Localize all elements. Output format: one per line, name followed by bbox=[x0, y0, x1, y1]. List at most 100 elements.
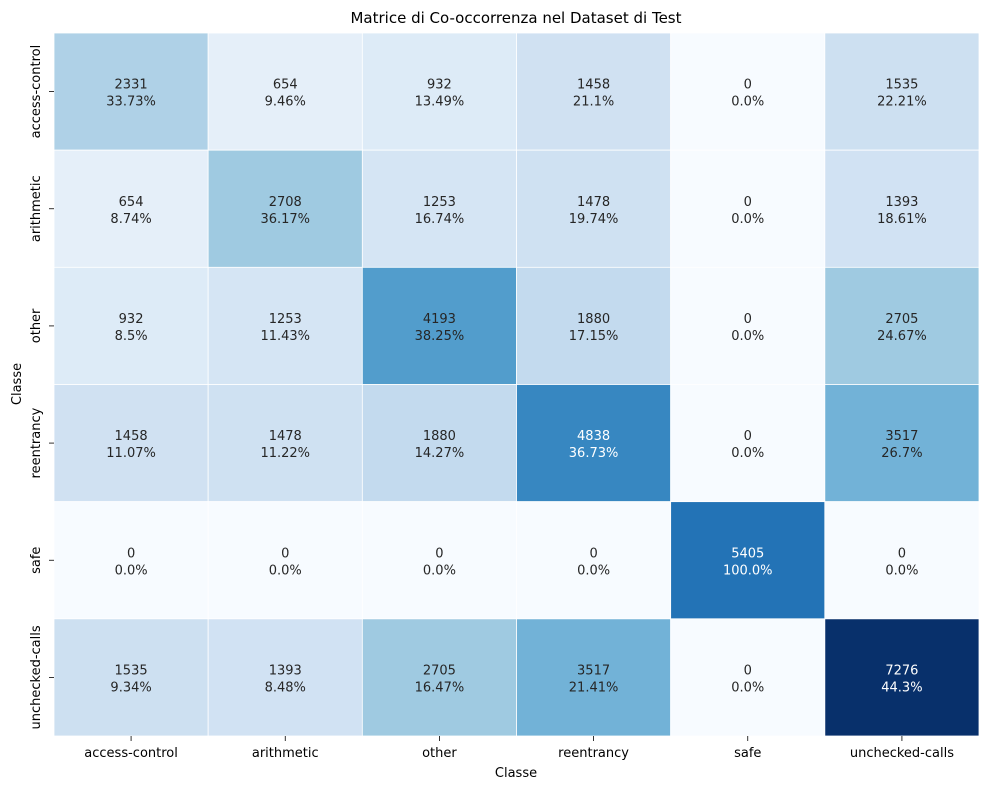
heatmap-cell bbox=[207, 149, 363, 268]
cell-value-label: 654 bbox=[119, 195, 144, 210]
heatmap-cell bbox=[207, 618, 363, 737]
cell-percent-label: 11.22% bbox=[260, 446, 310, 461]
cell-value-label: 3517 bbox=[577, 663, 610, 678]
cell-value-label: 1880 bbox=[577, 312, 610, 327]
y-axis-label: Classe bbox=[10, 363, 25, 405]
heatmap-cell bbox=[824, 501, 980, 620]
cell-percent-label: 0.0% bbox=[731, 446, 764, 461]
cell-percent-label: 44.3% bbox=[881, 680, 922, 695]
cell-percent-label: 0.0% bbox=[731, 680, 764, 695]
x-tick-label: safe bbox=[734, 746, 761, 761]
heatmap-cell bbox=[207, 501, 363, 620]
cell-value-label: 1478 bbox=[269, 429, 302, 444]
cell-percent-label: 19.74% bbox=[569, 212, 619, 227]
heatmap-cell bbox=[361, 149, 517, 268]
y-tick-label: safe bbox=[29, 547, 44, 574]
cell-value-label: 1478 bbox=[577, 195, 610, 210]
heatmap-cell bbox=[824, 384, 980, 503]
cell-percent-label: 14.27% bbox=[415, 446, 465, 461]
cell-value-label: 1535 bbox=[115, 663, 148, 678]
cell-value-label: 0 bbox=[744, 429, 752, 444]
y-axis-ticks: access-control arithmetic other reentrancy s… bbox=[29, 45, 54, 729]
cell-value-label: 0 bbox=[744, 78, 752, 93]
cell-percent-label: 38.25% bbox=[415, 329, 465, 344]
y-tick-label: other bbox=[29, 308, 44, 343]
heatmap-cell bbox=[516, 501, 672, 620]
heatmap-cell bbox=[824, 149, 980, 268]
cell-value-label: 0 bbox=[127, 546, 135, 561]
heatmap-cell bbox=[53, 501, 209, 620]
heatmap-cell bbox=[670, 32, 826, 151]
heatmap-cell bbox=[516, 32, 672, 151]
heatmap-cell bbox=[361, 618, 517, 737]
cell-percent-label: 16.74% bbox=[415, 212, 465, 227]
y-tick-label: reentrancy bbox=[29, 407, 44, 478]
heatmap-cell bbox=[670, 266, 826, 385]
x-tick-label: other bbox=[422, 746, 457, 761]
cell-percent-label: 0.0% bbox=[269, 563, 302, 578]
y-tick-label: access-control bbox=[29, 45, 44, 139]
x-tick-label: unchecked-calls bbox=[850, 746, 954, 761]
cell-percent-label: 21.41% bbox=[569, 680, 619, 695]
chart-title: Matrice di Co-occorrenza nel Dataset di … bbox=[350, 9, 681, 27]
heatmap-cell bbox=[824, 618, 980, 737]
cell-percent-label: 11.07% bbox=[106, 446, 156, 461]
heatmap-cells: 2331 33.73% 654 9.46% 932 13.49% 1458 21.1% 0 0.0… bbox=[53, 32, 980, 737]
cell-value-label: 1393 bbox=[269, 663, 302, 678]
heatmap-cell bbox=[53, 384, 209, 503]
cell-value-label: 0 bbox=[281, 546, 289, 561]
cell-value-label: 2705 bbox=[423, 663, 456, 678]
cell-value-label: 2708 bbox=[269, 195, 302, 210]
heatmap-cell bbox=[516, 384, 672, 503]
heatmap-cell bbox=[53, 266, 209, 385]
cell-percent-label: 0.0% bbox=[731, 212, 764, 227]
cell-value-label: 7276 bbox=[885, 663, 918, 678]
cell-percent-label: 0.0% bbox=[115, 563, 148, 578]
cell-value-label: 1535 bbox=[885, 78, 918, 93]
heatmap-cell bbox=[516, 618, 672, 737]
cell-value-label: 5405 bbox=[731, 546, 764, 561]
heatmap-cell bbox=[207, 384, 363, 503]
cell-value-label: 0 bbox=[744, 312, 752, 327]
heatmap-cell bbox=[516, 266, 672, 385]
cell-percent-label: 36.17% bbox=[260, 212, 310, 227]
y-tick-label: arithmetic bbox=[29, 175, 44, 242]
cell-percent-label: 9.34% bbox=[110, 680, 151, 695]
x-tick-label: access-control bbox=[84, 746, 178, 761]
x-axis-ticks: access-control arithmetic other reentrancy s… bbox=[84, 736, 954, 761]
cell-percent-label: 36.73% bbox=[569, 446, 619, 461]
cell-value-label: 1253 bbox=[269, 312, 302, 327]
cell-percent-label: 18.61% bbox=[877, 212, 927, 227]
cell-value-label: 0 bbox=[898, 546, 906, 561]
cell-value-label: 932 bbox=[427, 78, 452, 93]
cell-value-label: 1253 bbox=[423, 195, 456, 210]
cell-percent-label: 24.67% bbox=[877, 329, 927, 344]
cell-value-label: 3517 bbox=[885, 429, 918, 444]
cell-percent-label: 9.46% bbox=[265, 95, 306, 110]
cell-value-label: 1880 bbox=[423, 429, 456, 444]
heatmap-cell bbox=[53, 618, 209, 737]
cell-value-label: 2331 bbox=[115, 78, 148, 93]
cell-value-label: 932 bbox=[119, 312, 144, 327]
cell-percent-label: 13.49% bbox=[415, 95, 465, 110]
cell-percent-label: 0.0% bbox=[731, 329, 764, 344]
cell-value-label: 2705 bbox=[885, 312, 918, 327]
y-tick-label: unchecked-calls bbox=[29, 625, 44, 729]
heatmap-cell bbox=[516, 149, 672, 268]
cell-percent-label: 8.5% bbox=[115, 329, 148, 344]
heatmap-cell bbox=[361, 32, 517, 151]
cell-percent-label: 8.74% bbox=[110, 212, 151, 227]
x-tick-label: arithmetic bbox=[252, 746, 319, 761]
cell-value-label: 0 bbox=[435, 546, 443, 561]
heatmap-cell bbox=[824, 266, 980, 385]
cell-percent-label: 16.47% bbox=[415, 680, 465, 695]
cell-value-label: 1458 bbox=[577, 78, 610, 93]
cell-value-label: 1393 bbox=[885, 195, 918, 210]
cell-value-label: 1458 bbox=[115, 429, 148, 444]
cell-value-label: 4193 bbox=[423, 312, 456, 327]
heatmap-cell bbox=[361, 266, 517, 385]
cell-percent-label: 0.0% bbox=[731, 95, 764, 110]
cell-percent-label: 21.1% bbox=[573, 95, 614, 110]
x-axis-label: Classe bbox=[495, 766, 537, 781]
